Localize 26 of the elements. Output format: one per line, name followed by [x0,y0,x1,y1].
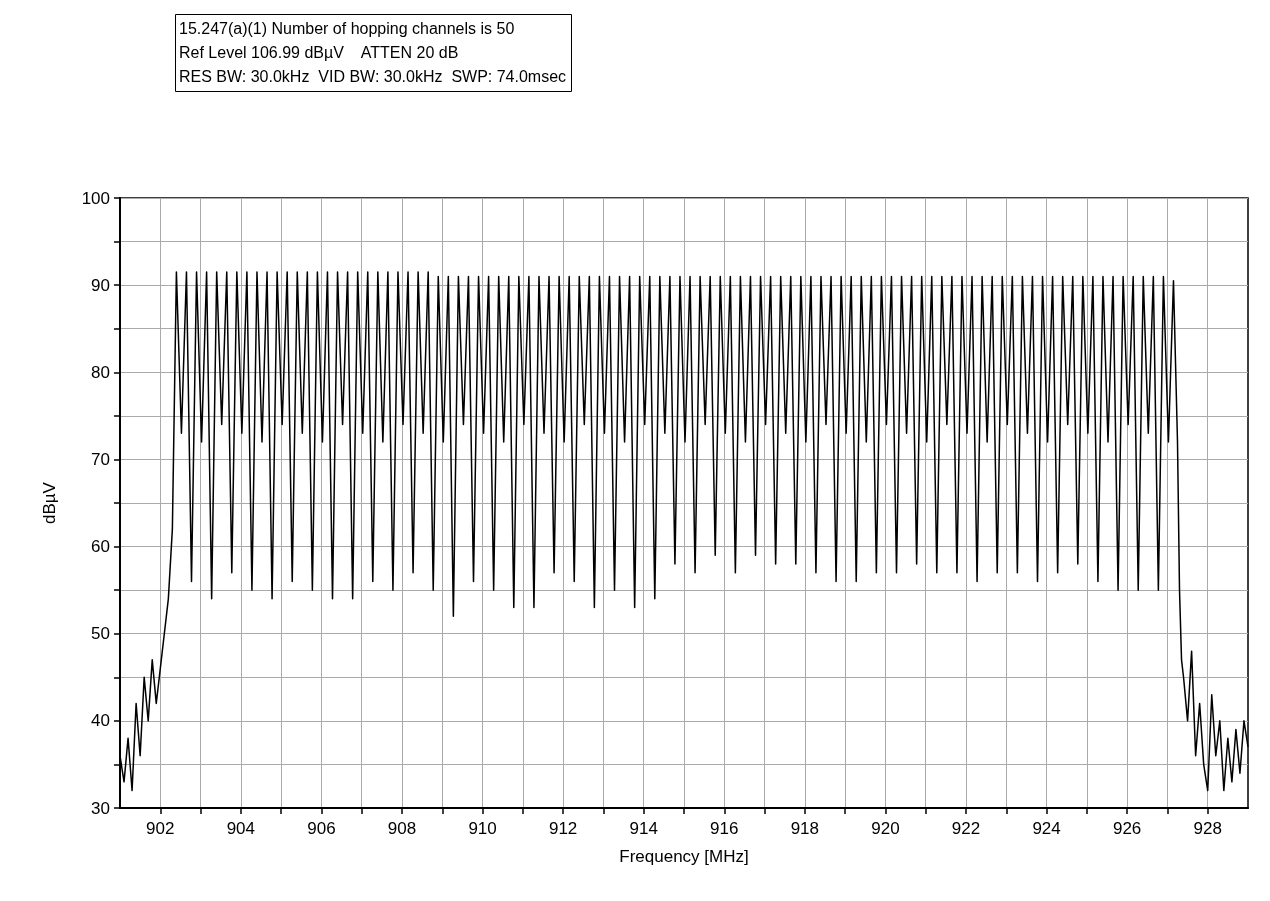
y-tick-label: 40 [91,711,110,731]
y-axis-title: dBµV [40,481,59,524]
x-tick-label: 924 [1032,819,1061,838]
y-tick-label: 90 [91,275,110,295]
x-tick-label: 920 [871,819,900,838]
y-tick-label: 30 [91,798,110,818]
chart-subtitle: Ref Level 106.99 dBµV ATTEN 20 dB RES BW: 30.0kHz VID BW: 30.0kHz SWP: 74.0msec [179,43,567,85]
y-tick-label: 60 [91,537,110,557]
x-tick-label: 918 [790,819,820,838]
x-tick-label: 908 [387,819,417,838]
y-tick-label: 50 [91,624,110,644]
x-tick-label: 926 [1112,819,1142,838]
x-tick-label: 906 [307,819,336,838]
x-tick-label: 904 [226,819,256,838]
x-axis-title: Frequency [MHz] [619,847,749,866]
x-tick-label: 910 [468,819,497,838]
x-tick-label: 902 [146,819,175,838]
x-tick-label: 922 [951,819,981,838]
x-tick-label: 928 [1193,819,1222,838]
x-tick-label: 916 [710,819,739,838]
x-tick-label: 914 [629,819,658,838]
x-tick-label: 912 [548,819,578,838]
y-tick-label: 100 [81,188,110,208]
y-tick-label: 70 [91,449,110,469]
chart-title: 15.247(a)(1) Number of hopping channels is 50 [179,19,515,37]
y-tick-label: 80 [91,362,110,382]
